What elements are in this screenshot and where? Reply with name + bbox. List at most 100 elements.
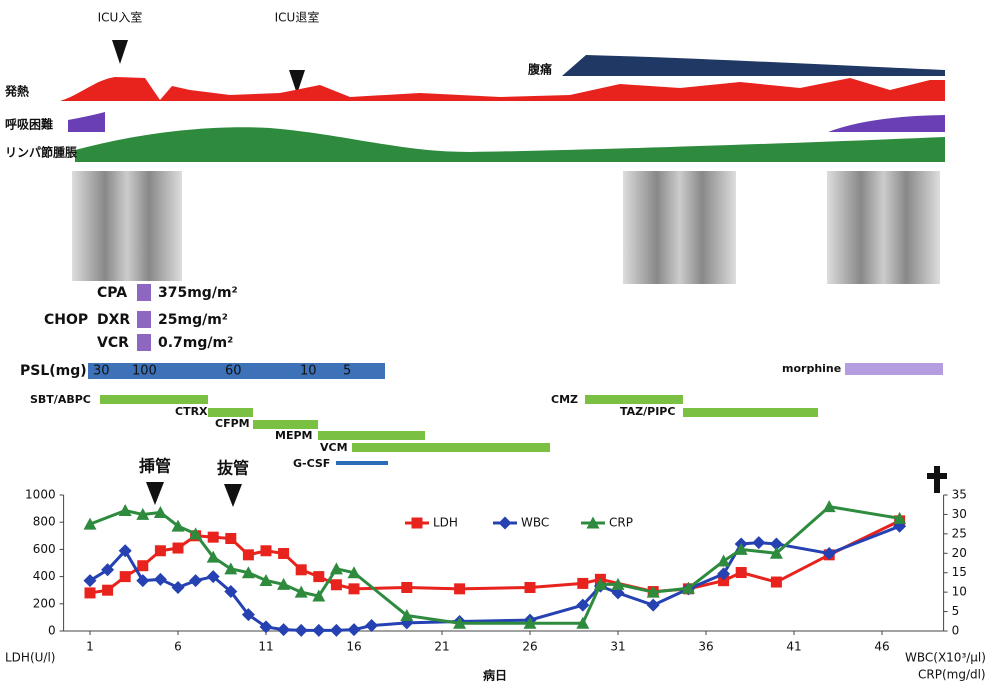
marker — [454, 583, 465, 594]
marker — [102, 585, 113, 596]
symptom-band — [68, 112, 105, 132]
drug-name: DXR — [97, 312, 130, 328]
marker — [331, 579, 342, 590]
marker — [295, 624, 308, 637]
symptom-band — [60, 77, 945, 101]
marker — [155, 545, 166, 556]
marker — [136, 574, 149, 587]
drug-bar — [336, 461, 388, 465]
marker — [85, 587, 96, 598]
marker — [647, 599, 660, 612]
marker — [208, 532, 219, 543]
marker — [312, 624, 325, 637]
marker — [313, 571, 324, 582]
x-axis-label: 病日 — [483, 668, 507, 683]
drug-label: TAZ/PIPC — [620, 405, 675, 418]
dose-block — [137, 311, 151, 328]
marker — [736, 567, 747, 578]
marker — [137, 560, 148, 571]
drug-label: CFPM — [215, 417, 250, 430]
event-label: ICU退室 — [275, 10, 320, 25]
psl-dose: 60 — [225, 364, 242, 379]
y2-tick-label: 30 — [952, 507, 967, 521]
y2-tick-label: 15 — [952, 565, 967, 579]
legend-label: LDH — [433, 516, 458, 530]
arrow — [146, 482, 164, 505]
symptom-band — [75, 127, 945, 162]
x-tick-label: 6 — [174, 640, 182, 654]
symptom-band — [828, 115, 945, 132]
marker — [348, 623, 361, 636]
annotation: 抜管 — [217, 459, 249, 478]
y2-tick-label: 20 — [952, 546, 967, 560]
dose-block — [137, 334, 151, 351]
dose-block — [137, 284, 151, 301]
drug-name: CPA — [97, 285, 127, 301]
x-ray — [72, 171, 182, 281]
x-tick-label: 41 — [786, 640, 801, 654]
drug-bar — [352, 443, 550, 452]
y-tick-label: 600 — [33, 542, 56, 556]
drug-bar — [208, 408, 253, 417]
annotation: 挿管 — [139, 457, 171, 476]
drug-label: MEPM — [275, 429, 312, 442]
marker — [525, 582, 536, 593]
marker — [189, 574, 202, 587]
x-tick-label: 11 — [258, 640, 273, 654]
x-tick-label: 26 — [522, 640, 537, 654]
drug-bar — [585, 395, 683, 404]
y2-axis-label: WBC(X10³/μl) — [905, 651, 986, 665]
y2-tick-label: 0 — [952, 624, 960, 638]
drug-label: G-CSF — [293, 457, 330, 470]
y2-tick-label: 10 — [952, 585, 967, 599]
figure: ICU入室 ICU退室 腹痛 発熱 呼吸困難 リンパ節腫脹 CHOP CPA 3… — [0, 0, 992, 682]
psl-label: PSL(mg) — [20, 363, 87, 379]
drug-bar — [683, 408, 818, 417]
y2-axis-label: CRP(mg/dl) — [918, 668, 986, 682]
psl-dose: 30 — [93, 364, 110, 379]
drug-bar — [100, 395, 208, 404]
symptom-label: リンパ節腫脹 — [5, 145, 77, 160]
y-tick-label: 0 — [48, 624, 56, 638]
x-tick-label: 16 — [346, 640, 361, 654]
marker — [296, 564, 307, 575]
marker — [330, 624, 343, 637]
cross — [927, 466, 947, 493]
regimen-label: CHOP — [44, 312, 88, 328]
arrow — [112, 40, 128, 64]
drug-dose: 375mg/m² — [158, 285, 238, 301]
drug-label: CMZ — [551, 393, 578, 406]
marker — [365, 619, 378, 632]
y2-tick-label: 35 — [952, 488, 967, 502]
x-tick-label: 46 — [874, 640, 889, 654]
marker — [278, 548, 289, 559]
psl-dose: 10 — [300, 364, 317, 379]
symptom-label: 腹痛 — [528, 62, 552, 77]
x-ray — [827, 171, 940, 284]
y2-tick-label: 5 — [952, 604, 960, 618]
marker — [225, 533, 236, 544]
y2-tick-label: 25 — [952, 526, 967, 540]
marker — [349, 583, 360, 594]
event-label: ICU入室 — [98, 10, 143, 25]
drug-bar — [845, 363, 943, 375]
marker — [261, 545, 272, 556]
drug-label: morphine — [782, 362, 841, 375]
marker — [277, 623, 290, 636]
marker — [412, 518, 423, 529]
marker — [401, 582, 412, 593]
marker — [752, 536, 765, 549]
x-ray — [623, 171, 736, 284]
marker — [771, 577, 782, 588]
marker — [172, 581, 185, 594]
drug-bar — [253, 420, 318, 429]
legend-label: WBC — [521, 516, 549, 530]
drug-label: CTRX — [175, 405, 208, 418]
drug-dose: 25mg/m² — [158, 312, 228, 328]
marker — [243, 549, 254, 560]
x-tick-label: 31 — [610, 640, 625, 654]
y-tick-label: 1000 — [25, 488, 56, 502]
symptom-band — [562, 55, 945, 76]
y-tick-label: 400 — [33, 569, 56, 583]
drug-label: VCM — [320, 441, 348, 454]
